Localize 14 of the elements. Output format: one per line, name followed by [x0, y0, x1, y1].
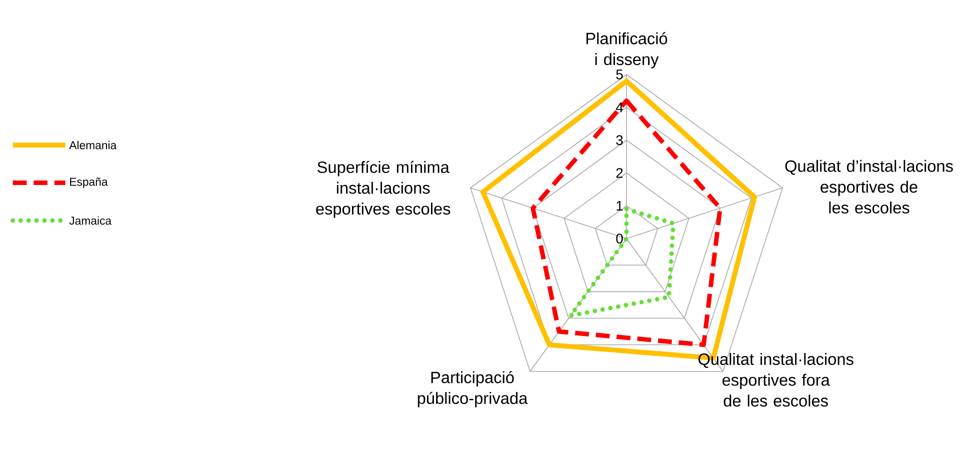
spoke-label: Superfície mínima instal·lacions esportives escoles: [316, 160, 450, 218]
y-tick-label: 1: [616, 200, 623, 210]
spoke-label: Qualitat d’instal·lacions esportives de les escoles: [785, 160, 953, 214]
y-tick-label: 3: [616, 135, 623, 145]
y-tick-label: 4: [616, 102, 623, 112]
y-tick-label: 5: [616, 70, 623, 80]
legend-label: Jamaica: [69, 216, 112, 225]
spoke-label: Qualitat instal·lacions esportives fora de les escoles: [698, 352, 854, 406]
legend-label: Alemania: [69, 140, 117, 150]
y-tick-label: 0: [616, 234, 623, 244]
spoke-label: Participació público-privada: [418, 370, 528, 408]
y-tick-label: 2: [616, 168, 623, 178]
spoke-label: Planificació i disseny: [586, 32, 668, 68]
legend-label: España: [70, 177, 108, 188]
